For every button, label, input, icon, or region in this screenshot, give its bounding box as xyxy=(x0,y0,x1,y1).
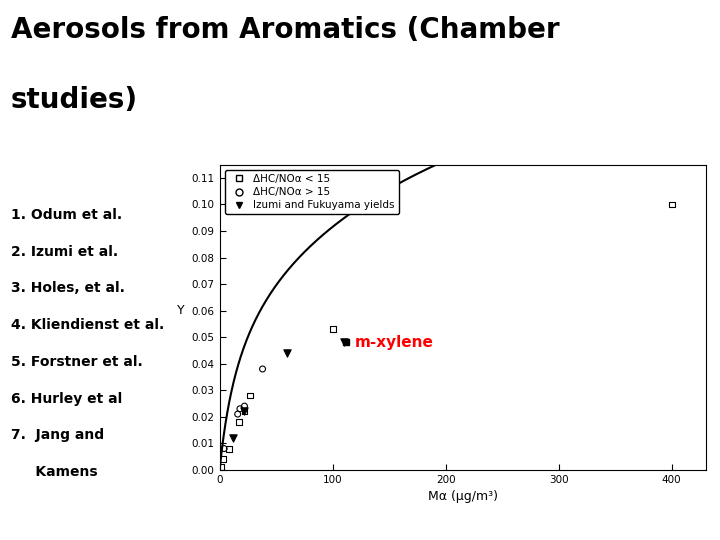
Y-axis label: Y: Y xyxy=(176,304,184,317)
Text: 4. Kliendienst et al.: 4. Kliendienst et al. xyxy=(11,318,164,332)
Point xyxy=(217,455,229,463)
Text: 1. Odum et al.: 1. Odum et al. xyxy=(11,208,122,222)
Legend: ΔHC/NOα < 15, ΔHC/NOα > 15, Izumi and Fukuyama yields: ΔHC/NOα < 15, ΔHC/NOα > 15, Izumi and Fu… xyxy=(225,170,399,214)
Text: m-xylene: m-xylene xyxy=(355,335,434,350)
Text: Aerosols from Aromatics (Chamber: Aerosols from Aromatics (Chamber xyxy=(11,16,559,44)
Text: 5. Forstner et al.: 5. Forstner et al. xyxy=(11,355,143,369)
Point xyxy=(232,410,243,418)
Point xyxy=(666,200,678,209)
Point xyxy=(239,407,251,416)
Point xyxy=(215,463,227,471)
Text: 3. Holes, et al.: 3. Holes, et al. xyxy=(11,281,125,295)
Point xyxy=(338,338,350,347)
Point xyxy=(257,364,269,373)
Point xyxy=(228,434,239,442)
Text: 6. Hurley et al: 6. Hurley et al xyxy=(11,392,122,406)
X-axis label: Mα (μg/m³): Mα (μg/m³) xyxy=(428,490,498,503)
Text: 7.  Jang and: 7. Jang and xyxy=(11,428,104,442)
Point xyxy=(327,325,338,334)
Point xyxy=(244,391,256,400)
Text: Kamens: Kamens xyxy=(11,465,97,479)
Point xyxy=(233,418,245,427)
Point xyxy=(239,402,251,410)
Text: studies): studies) xyxy=(11,86,138,114)
Text: 2. Izumi et al.: 2. Izumi et al. xyxy=(11,245,118,259)
Point xyxy=(239,407,251,416)
Point xyxy=(282,349,293,357)
Point xyxy=(223,444,235,453)
Point xyxy=(218,444,230,453)
Point xyxy=(234,404,246,413)
